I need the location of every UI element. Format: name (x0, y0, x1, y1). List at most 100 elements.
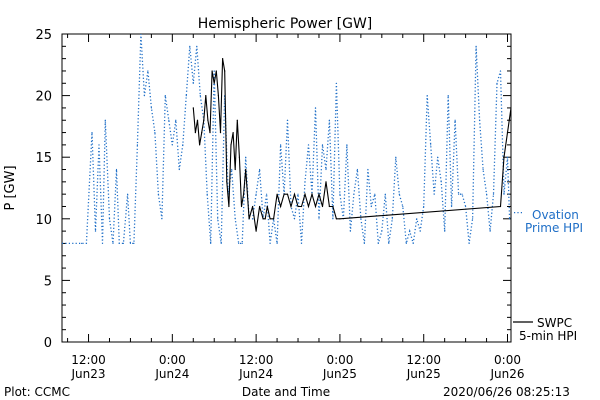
swpc-5min-point (252, 205, 254, 208)
ovation-prime-point (447, 95, 449, 97)
x-tick-time-label: 0:00 (159, 353, 186, 367)
ovation-prime-point (91, 132, 93, 134)
ovation-prime-point (255, 193, 257, 195)
ovation-prime-point (118, 242, 120, 244)
swpc-5min-point (215, 70, 217, 72)
swpc-5min-point (255, 230, 257, 232)
x-tick-time-label: 12:00 (406, 353, 441, 367)
swpc-5min-point (199, 144, 201, 146)
ovation-prime-point (115, 168, 118, 171)
ovation-prime-point (444, 230, 446, 232)
ovation-prime-point (356, 168, 358, 171)
ovation-prime-point (112, 242, 114, 244)
ovation-prime-point (426, 95, 428, 97)
swpc-5min-point (209, 132, 211, 134)
ovation-prime-point (85, 242, 87, 244)
x-tick-date-label: Jun25 (322, 367, 357, 381)
ovation-prime-point (161, 218, 163, 220)
ovation-prime-point (360, 218, 362, 220)
swpc-5min-point (262, 218, 264, 220)
ovation-prime-point (234, 218, 236, 220)
ovation-prime-point (189, 45, 191, 47)
swpc-5min-point (335, 218, 337, 220)
swpc-5min-point (506, 132, 509, 134)
ovation-prime-point (437, 156, 439, 158)
ovation-prime-point (252, 218, 254, 220)
ovation-prime-point (98, 144, 100, 146)
ovation-prime-point (349, 230, 351, 232)
ovation-prime-point (217, 218, 219, 220)
swpc-5min-point (243, 193, 245, 195)
swpc-5min-point (311, 193, 313, 195)
x-tick-date-label: Jun24 (154, 367, 189, 381)
ovation-prime-point (276, 242, 278, 244)
swpc-5min-point (219, 132, 222, 134)
swpc-5min-point (307, 205, 310, 208)
series-layer (62, 34, 511, 245)
swpc-5min-point (205, 95, 207, 97)
ovation-prime-point (503, 193, 505, 195)
ovation-prime-point (129, 242, 131, 244)
ovation-prime-point (433, 193, 435, 195)
ovation-prime-point (196, 45, 198, 47)
swpc-5min-point (328, 205, 330, 208)
x-axis: 12:00Jun230:00Jun2412:00Jun240:00Jun2512… (67, 34, 525, 381)
swpc-5min-point (283, 193, 285, 195)
swpc-5min-point (276, 193, 278, 195)
ovation-prime-point (133, 242, 135, 244)
ovation-prime-point (300, 242, 303, 244)
legend-swpc-label-2: 5-min HPI (519, 329, 577, 343)
ovation-prime-point (489, 230, 491, 232)
ovation-prime-point (143, 95, 145, 97)
swpc-5min-point (226, 181, 228, 183)
ovation-prime-point (346, 144, 348, 146)
ovation-prime-point (335, 82, 337, 84)
ovation-prime-point (506, 156, 509, 158)
ovation-prime-point (339, 193, 341, 195)
ovation-prime-point (231, 168, 233, 171)
ovation-prime-point (199, 95, 201, 97)
ovation-prime-point (419, 230, 421, 232)
ovation-prime-point (328, 119, 330, 121)
ovation-prime-point (468, 242, 470, 244)
swpc-5min-point (213, 82, 215, 84)
swpc-5min-point (286, 193, 289, 195)
swpc-5min-point (321, 205, 324, 208)
swpc-5min-point (196, 119, 199, 121)
ovation-prime-point (280, 144, 282, 146)
x-tick-time-label: 0:00 (494, 353, 521, 367)
ovation-prime-point (479, 119, 481, 121)
ovation-prime-point (108, 218, 111, 220)
ovation-prime-point (286, 119, 289, 121)
swpc-5min-point (230, 144, 232, 146)
ovation-prime-point (409, 230, 411, 232)
ovation-prime-point (458, 193, 460, 195)
y-tick-label: 15 (35, 151, 52, 166)
y-tick-label: 20 (35, 90, 52, 105)
ovation-prime-point (440, 181, 442, 183)
swpc-5min-point (238, 156, 240, 158)
swpc-5min-point (224, 70, 226, 72)
ovation-prime-point (307, 144, 310, 146)
swpc-5min-point (318, 193, 320, 195)
y-tick-label: 5 (44, 274, 52, 289)
ovation-prime-point (423, 205, 425, 208)
ovation-prime-point (154, 132, 156, 134)
legend-ovation-label-2: Prime HPI (525, 221, 583, 235)
swpc-5min-point (269, 218, 271, 220)
swpc-5min-point (207, 119, 209, 121)
swpc-5min-point (510, 107, 511, 109)
ovation-prime-point (430, 144, 432, 146)
x-tick-date-label: Jun23 (71, 367, 106, 381)
swpc-5min-point (499, 205, 502, 208)
ovation-prime-point (370, 205, 372, 208)
y-axis-label: P [GW] (3, 165, 18, 210)
y-axis: 0 5 10 15 20 25 (35, 28, 511, 351)
swpc-5min-point (264, 218, 266, 220)
ovation-prime-point (509, 218, 511, 220)
x-tick-date-label: Jun24 (238, 367, 273, 381)
ovation-prime-point (402, 205, 404, 208)
ovation-prime-point (451, 205, 453, 208)
x-tick-time-label: 12:00 (71, 353, 106, 367)
ovation-prime-point (405, 242, 407, 244)
